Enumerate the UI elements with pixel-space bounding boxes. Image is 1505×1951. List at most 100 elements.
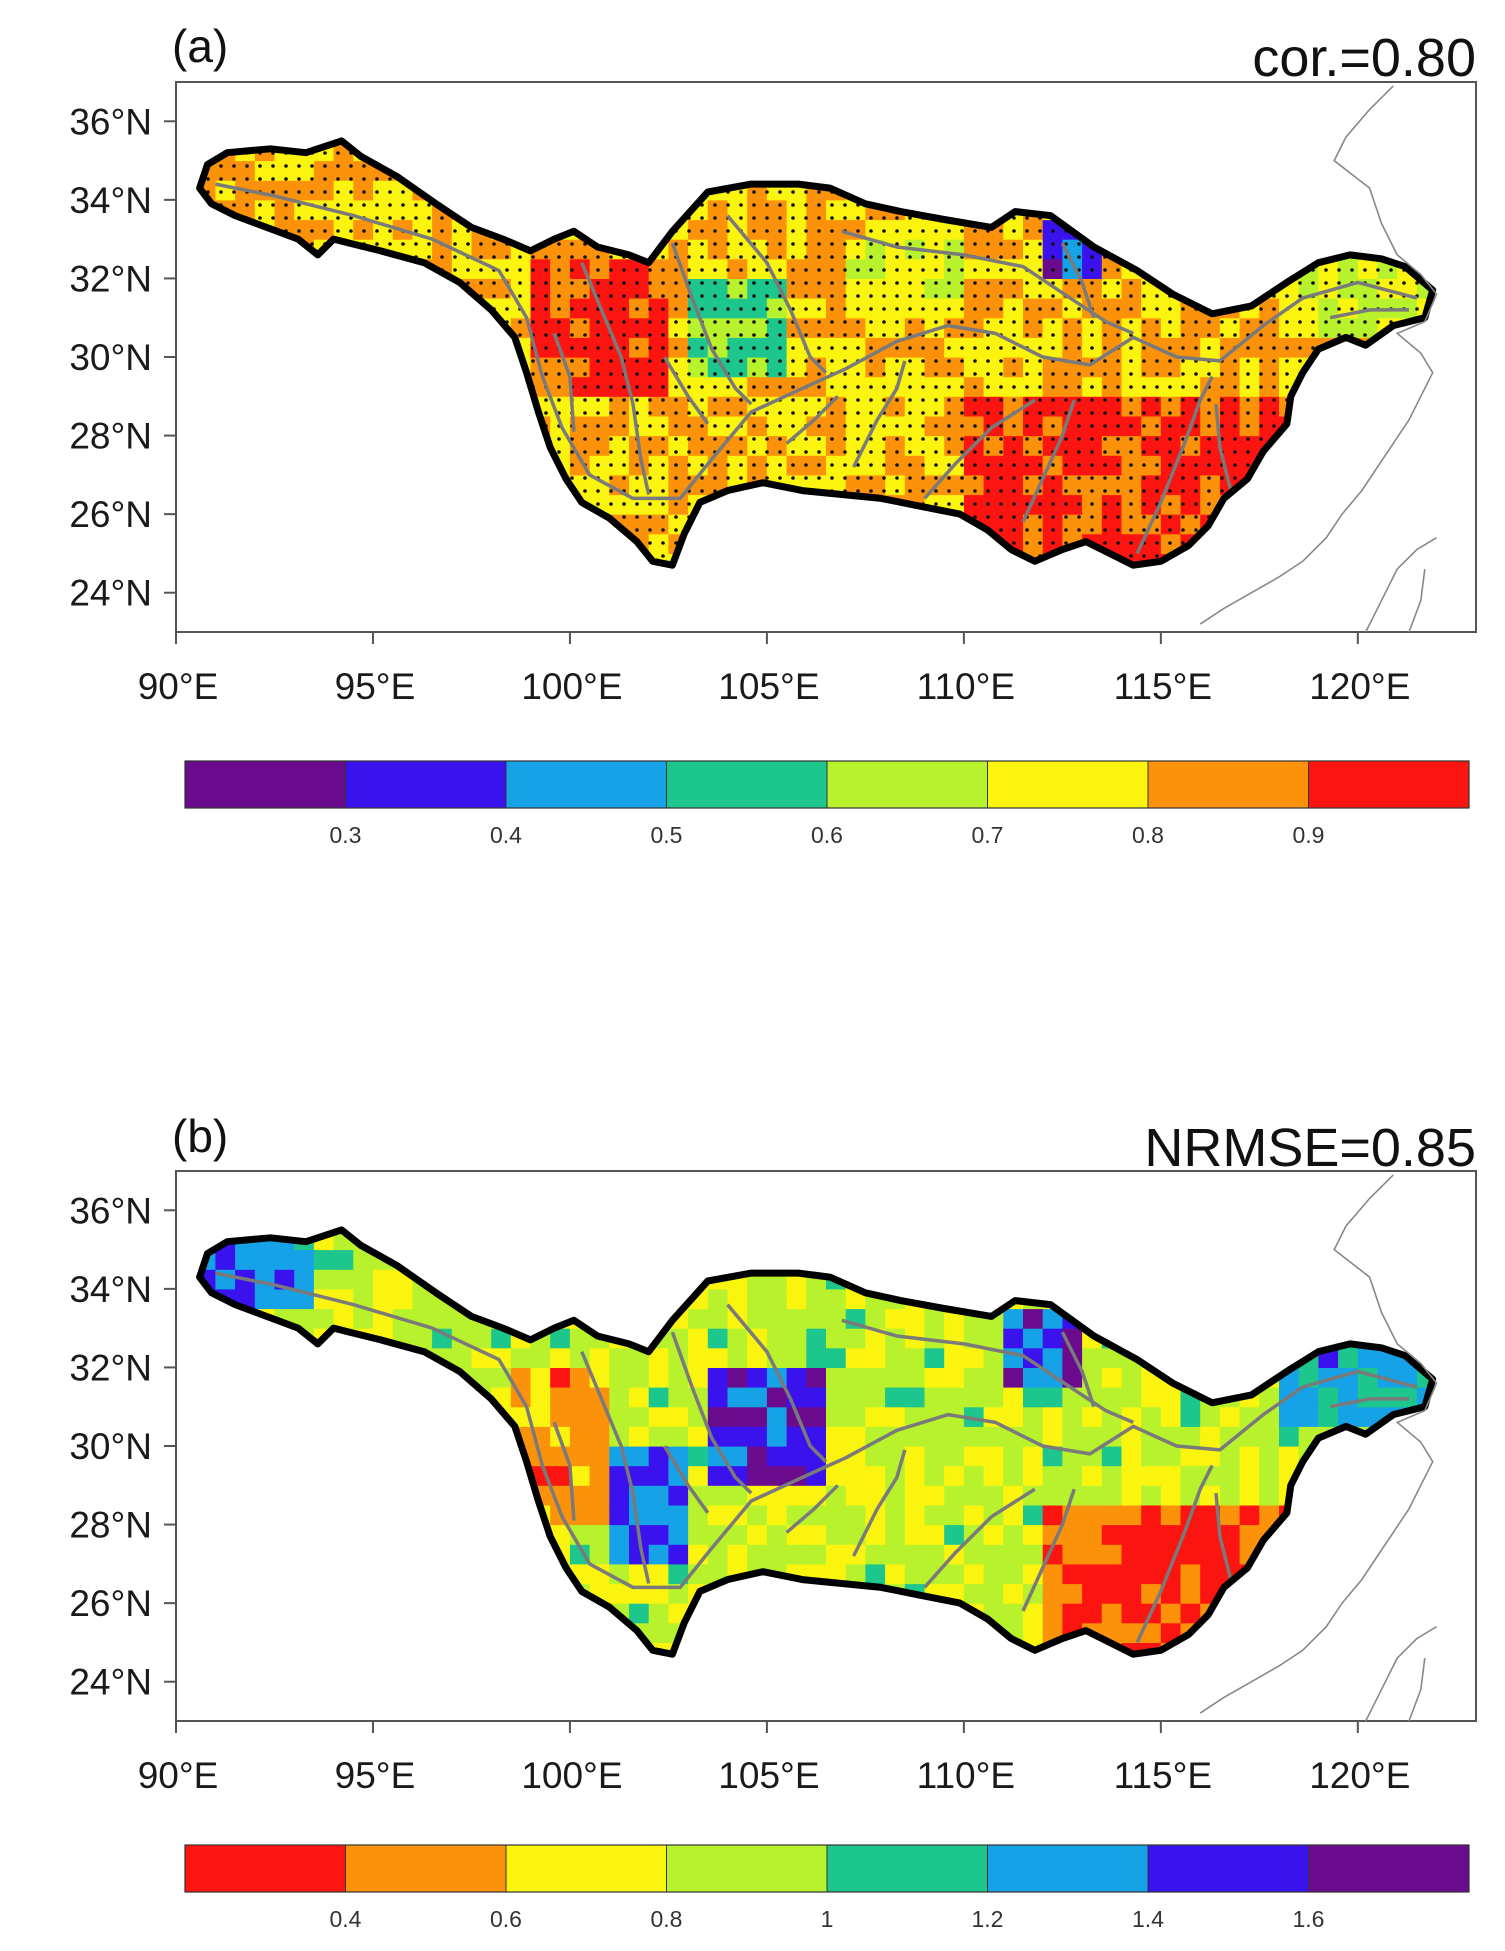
grid-cell: [707, 1367, 729, 1388]
grid-cell: [569, 1426, 591, 1447]
grid-cell: [688, 1426, 709, 1447]
grid-cell: [353, 1288, 374, 1310]
colorbar-swatch: [1308, 761, 1470, 808]
grid-cell: [924, 1308, 945, 1329]
basin-outline-a: [196, 137, 1437, 569]
grid-cell: [1042, 1583, 1063, 1604]
colorbar-swatch: [827, 761, 988, 808]
colorbar-swatch: [185, 1845, 346, 1892]
grid-cell: [254, 1288, 276, 1310]
coastline-b: [1199, 1174, 1438, 1722]
lon-tick-label: 90°E: [138, 1755, 219, 1796]
grid-cell: [294, 1249, 315, 1270]
grid-cell: [1042, 1504, 1063, 1526]
grid-cell: [313, 1308, 335, 1329]
grid-cell: [1121, 1642, 1142, 1655]
grid-cell: [471, 1328, 492, 1349]
grid-cell: [648, 1603, 669, 1624]
grid-cell: [491, 1347, 512, 1368]
grid-cell: [353, 1249, 374, 1270]
grid-cell: [707, 1288, 729, 1310]
grid-cell: [1121, 1446, 1142, 1467]
grid-cell: [1062, 1406, 1083, 1427]
colorbar-b: 0.4 0.6 0.8 1 1.2 1.4 1.6: [184, 1844, 1470, 1932]
grid-cell: [333, 1249, 354, 1270]
grid-cell: [1219, 1504, 1241, 1526]
grid-cell: [1023, 1308, 1044, 1329]
river-line: [923, 398, 1036, 500]
grid-cell: [865, 1465, 886, 1486]
grid-cell: [1200, 1406, 1221, 1427]
grid-cell: [688, 1524, 709, 1545]
grid-cell: [1298, 1406, 1319, 1427]
coastline-segment: [1199, 85, 1438, 625]
grid-cell: [786, 1485, 807, 1506]
lon-tick-label: 115°E: [1114, 1755, 1212, 1796]
grid-cell: [1042, 1426, 1063, 1447]
grid-cell: [747, 1446, 768, 1467]
colorbar-label: 0.8: [1132, 822, 1164, 848]
grid-cell: [865, 1347, 886, 1368]
grid-cell: [826, 1406, 847, 1427]
grid-cell: [1003, 1563, 1024, 1585]
grid-cell: [1101, 1367, 1123, 1388]
lon-tick-label: 105°E: [718, 1755, 819, 1796]
grid-cell: [904, 1544, 926, 1565]
grid-cell: [1082, 1406, 1103, 1427]
grid-cell: [1003, 1446, 1024, 1467]
river-line: [580, 1351, 651, 1584]
grid-cell: [885, 1524, 906, 1545]
grid-cell: [963, 1544, 985, 1565]
grid-cell: [1042, 1347, 1063, 1368]
grid-cell: [806, 1406, 827, 1427]
grid-cell: [1101, 1504, 1123, 1526]
river-line: [1214, 1492, 1234, 1584]
river-line: [1060, 242, 1096, 319]
grid-cell: [550, 1465, 571, 1486]
grid-cell: [648, 1426, 669, 1447]
grid-cell: [569, 1465, 591, 1486]
grid-cell: [924, 1426, 945, 1447]
grid-cell: [747, 1544, 768, 1565]
grid-cell: [1042, 1485, 1063, 1506]
grid-cell: [766, 1308, 788, 1329]
grid-cell: [1141, 1524, 1162, 1545]
river-network-b: [215, 1271, 1418, 1644]
grid-cell: [648, 1347, 669, 1368]
grid-cell: [688, 1446, 709, 1467]
panel-label-a: (a): [172, 20, 228, 72]
river-line: [1214, 403, 1234, 495]
grid-cell: [727, 1328, 748, 1349]
lon-tick-label: 100°E: [521, 1755, 622, 1796]
grid-cell: [629, 1603, 650, 1624]
lat-tick-label: 30°N: [69, 337, 152, 378]
lon-tick-label: 95°E: [335, 1755, 416, 1796]
grid-cell: [983, 1367, 1004, 1388]
grid-cell: [1023, 1347, 1044, 1368]
river-line: [1329, 308, 1409, 320]
grid-cell: [806, 1347, 827, 1368]
grid-cell: [826, 1465, 847, 1486]
grid-cell: [963, 1465, 985, 1486]
grid-cell: [1318, 1387, 1339, 1408]
coastline-segment: [1364, 1626, 1438, 1722]
grid-cell: [1338, 1406, 1359, 1427]
grid-cell: [845, 1504, 866, 1526]
grid-cell: [688, 1465, 709, 1486]
grid-cell: [806, 1308, 827, 1329]
grid-cell: [629, 1406, 650, 1427]
grid-cell: [688, 1347, 709, 1368]
grid-cell: [904, 1504, 926, 1526]
grid-cell: [727, 1406, 748, 1427]
grid-cell: [944, 1524, 965, 1545]
grid-cell: [904, 1465, 926, 1486]
grid-cell: [845, 1485, 866, 1506]
grid-cell: [688, 1308, 709, 1329]
grid-cell: [629, 1446, 650, 1467]
grid-cell: [1219, 1465, 1241, 1486]
grid-cell: [944, 1504, 965, 1526]
grid-cell: [1259, 1465, 1280, 1486]
grid-cell: [1160, 1465, 1182, 1486]
grid-cell: [1279, 1426, 1300, 1447]
grid-cell: [963, 1347, 985, 1368]
